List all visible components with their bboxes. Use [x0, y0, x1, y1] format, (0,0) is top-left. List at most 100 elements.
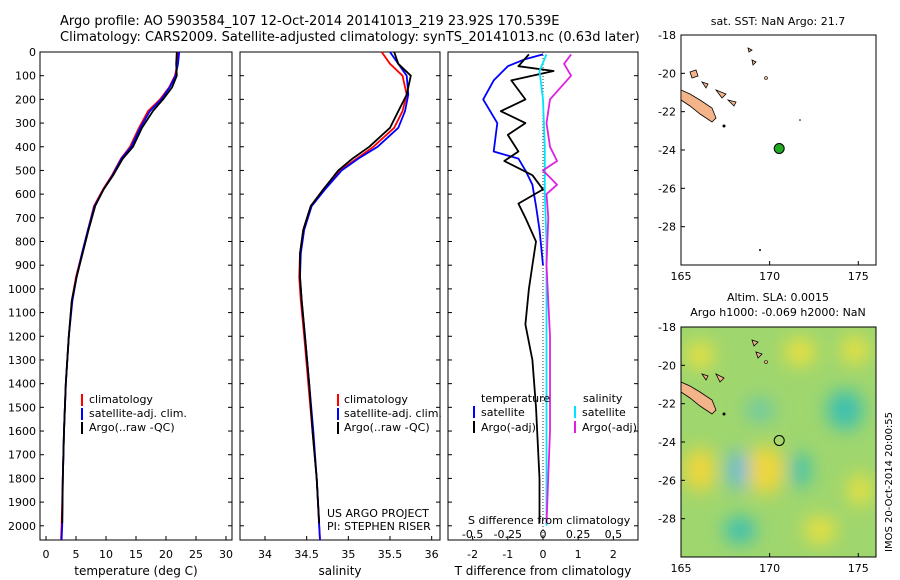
legend-argo: Argo(..raw -QC)	[89, 421, 175, 434]
x-tick-label-2--2: -2	[467, 548, 478, 561]
s-tick-label-4: 0.5	[605, 528, 623, 541]
imos-timestamp: IMOS 20-Oct-2014 20:00:55	[884, 412, 895, 552]
profile-lines	[60, 51, 572, 541]
axis-ticks: 0100200300400500600700800900100011001200…	[8, 29, 869, 575]
map-x-label-1-170: 170	[759, 562, 780, 575]
depth-tick-label-2000: 2000	[8, 520, 36, 533]
depth-tick-label-700: 700	[15, 212, 36, 225]
map-x-label-0-165: 165	[671, 270, 692, 283]
map-x-label-0-170: 170	[759, 270, 780, 283]
depth-tick-label-300: 300	[15, 117, 36, 130]
map-y-label-0--22: -22	[658, 106, 676, 119]
legend-title-salinity: salinity	[583, 392, 623, 405]
x-tick-label-2-1: 1	[575, 548, 582, 561]
figure-title-line2: Climatology: CARS2009. Satellite-adjuste…	[60, 30, 640, 45]
x-tick-label-0-20: 20	[159, 548, 173, 561]
x-tick-label-0-5: 5	[73, 548, 80, 561]
depth-tick-label-1900: 1900	[8, 496, 36, 509]
depth-tick-label-1000: 1000	[8, 283, 36, 296]
legend-climatology-s: climatology	[344, 393, 408, 406]
project-annotation: US ARGO PROJECT	[327, 507, 429, 520]
sst-map-land	[680, 47, 801, 251]
x-tick-label-2--1: -1	[502, 548, 513, 561]
map-y-label-1--18: -18	[658, 321, 676, 334]
map-x-label-0-175: 175	[848, 270, 869, 283]
x-tick-label-1-34.5: 34.5	[294, 548, 319, 561]
depth-tick-label-900: 900	[15, 259, 36, 272]
x-tick-label-2-0: 0	[540, 548, 547, 561]
legend-climatology: climatology	[89, 393, 153, 406]
x-tick-label-0-10: 10	[99, 548, 113, 561]
sst-map-title: sat. SST: NaN Argo: 21.7	[711, 15, 845, 28]
map-y-label-0--18: -18	[658, 29, 676, 42]
temperature-xlabel: temperature (deg C)	[74, 564, 197, 578]
map-y-label-0--24: -24	[658, 144, 676, 157]
map-x-label-1-165: 165	[671, 562, 692, 575]
x-tick-label-1-35: 35	[341, 548, 355, 561]
legend-t-satellite: satellite	[481, 406, 525, 419]
depth-tick-label-1100: 1100	[8, 307, 36, 320]
argo-float-marker-sla	[773, 435, 785, 446]
x-tick-label-0-15: 15	[129, 548, 143, 561]
depth-tick-label-100: 100	[15, 70, 36, 83]
depth-tick-label-1400: 1400	[8, 378, 36, 391]
s-tick-label-3: 0.25	[566, 528, 591, 541]
salinity-legend: climatology satellite-adj. clim. Argo(..…	[327, 393, 442, 533]
depth-tick-label-1500: 1500	[8, 401, 36, 414]
map-y-label-1--24: -24	[658, 436, 676, 449]
map-y-label-0--28: -28	[658, 221, 676, 234]
legend-satellite-s: satellite-adj. clim.	[344, 407, 442, 420]
legend-t-argo: Argo(-adj)	[481, 421, 536, 434]
x-tick-label-1-34: 34	[258, 548, 272, 561]
depth-tick-label-1600: 1600	[8, 425, 36, 438]
pi-annotation: PI: STEPHEN RISER	[327, 520, 431, 533]
difference-xlabel: T difference from climatology	[454, 564, 632, 578]
x-tick-label-0-25: 25	[189, 548, 203, 561]
salinity-panel-frame	[239, 51, 441, 541]
salinity-xlabel: salinity	[318, 564, 361, 578]
figure-title-line1: Argo profile: AO 5903584_107 12-Oct-2014…	[60, 14, 560, 29]
series-line-2-2	[538, 54, 548, 526]
map-y-label-1--26: -26	[658, 474, 676, 487]
depth-tick-label-1700: 1700	[8, 449, 36, 462]
depth-tick-label-1300: 1300	[8, 354, 36, 367]
s-tick-label-2: 0	[540, 528, 547, 541]
series-line-2-3	[542, 53, 572, 524]
legend-satellite: satellite-adj. clim.	[89, 407, 187, 420]
x-tick-label-1-35.5: 35.5	[378, 548, 403, 561]
map-y-label-0--26: -26	[658, 182, 676, 195]
sla-map-field	[681, 327, 876, 557]
map-y-label-1--28: -28	[658, 513, 676, 526]
series-line-2-1	[499, 53, 555, 524]
depth-tick-label-600: 600	[15, 188, 36, 201]
series-line-0-2	[61, 51, 178, 524]
sla-map-title-line1: Altim. SLA: 0.0015	[727, 291, 829, 304]
map-y-label-1--22: -22	[658, 398, 676, 411]
depth-tick-label-1800: 1800	[8, 472, 36, 485]
depth-tick-label-400: 400	[15, 141, 36, 154]
map-x-label-1-175: 175	[848, 562, 869, 575]
x-tick-label-2-2: 2	[610, 548, 617, 561]
difference-legend: temperature salinity satellite Argo(-adj…	[468, 392, 637, 527]
series-line-2-0	[482, 53, 544, 266]
s-tick-label-1: -0.25	[494, 528, 522, 541]
argo-float-marker-sst	[773, 143, 785, 154]
x-tick-label-0-0: 0	[43, 548, 50, 561]
depth-tick-label-800: 800	[15, 236, 36, 249]
map-y-label-0--20: -20	[658, 67, 676, 80]
sla-map-title-line2: Argo h1000: -0.069 h2000: NaN	[690, 306, 866, 319]
depth-tick-label-500: 500	[15, 164, 36, 177]
series-line-0-1	[60, 51, 181, 541]
temperature-panel-frame	[39, 51, 233, 541]
legend-s-satellite: satellite	[582, 406, 626, 419]
x-tick-label-0-30: 30	[219, 548, 233, 561]
series-line-1-2	[299, 51, 412, 524]
legend-argo-s: Argo(..raw -QC)	[344, 421, 430, 434]
legend-title-temperature: temperature	[481, 392, 550, 405]
depth-tick-label-0: 0	[29, 46, 36, 59]
x-tick-label-1-36: 36	[425, 548, 439, 561]
depth-tick-label-200: 200	[15, 93, 36, 106]
s-difference-label: S difference from climatology	[468, 514, 631, 527]
s-tick-label-0: -0.5	[462, 528, 483, 541]
